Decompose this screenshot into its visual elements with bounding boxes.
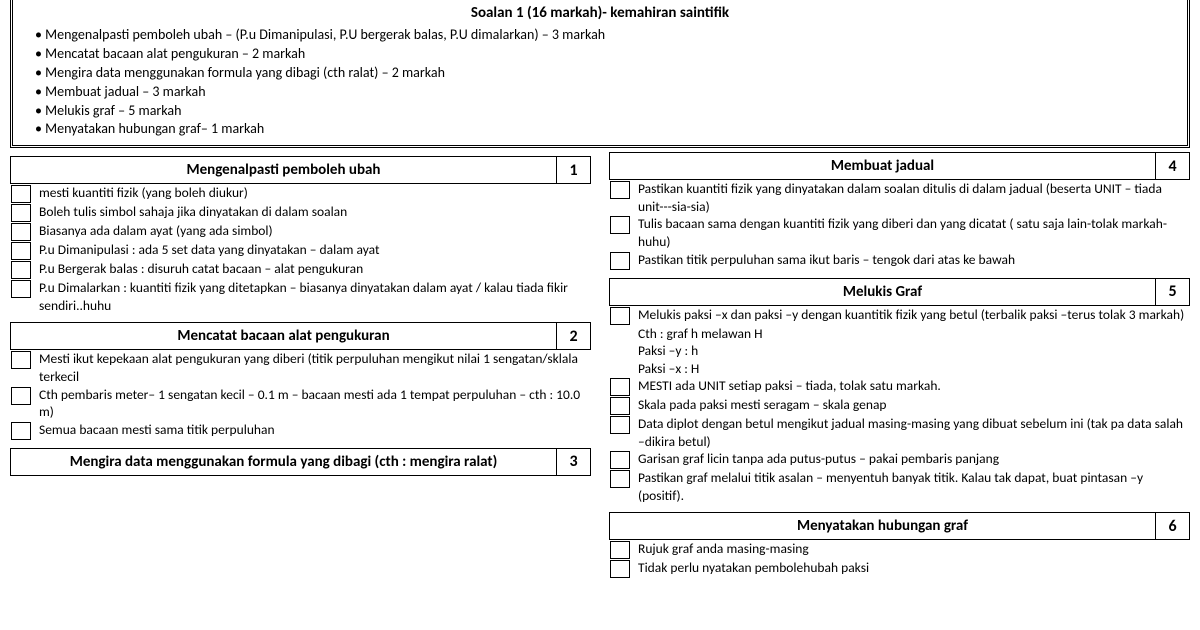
section-number: 5	[1156, 278, 1190, 306]
row-text: Tidak perlu nyatakan pembolehubah paksi	[630, 559, 1190, 577]
checkbox[interactable]	[11, 387, 31, 405]
section-title: Melukis Graf	[609, 278, 1156, 306]
section-5: Melukis Graf 5 Melukis paksi –x dan paks…	[609, 278, 1190, 505]
row-text: mesti kuantiti fizik (yang boleh diukur)	[31, 184, 591, 202]
section-header: Mengira data menggunakan formula yang di…	[10, 448, 591, 476]
worksheet-page: Soalan 1 (16 markah)- kemahiran saintifi…	[0, 0, 1200, 586]
row-text: Boleh tulis simbol sahaja jika dinyataka…	[31, 203, 591, 221]
section-header: Melukis Graf 5	[609, 278, 1190, 306]
row-text: Pastikan graf melalui titik asalan – men…	[630, 469, 1190, 504]
row-text: Cth pembaris meter– 1 sengatan kecil – 0…	[31, 386, 591, 421]
section-1: Mengenalpasti pemboleh ubah 1 mesti kuan…	[10, 156, 591, 314]
checkbox[interactable]	[11, 204, 31, 222]
section-title: Mengenalpasti pemboleh ubah	[10, 156, 557, 184]
section-6: Menyatakan hubungan graf 6 Rujuk graf an…	[609, 512, 1190, 578]
row-text: Melukis paksi –x dan paksi –y dengan kua…	[630, 306, 1190, 324]
section-number: 4	[1156, 152, 1190, 180]
section-2: Mencatat bacaan alat pengukuran 2 Mesti …	[10, 322, 591, 439]
section-body: Melukis paksi –x dan paksi –y dengan kua…	[609, 306, 1190, 505]
header-box: Soalan 1 (16 markah)- kemahiran saintifi…	[10, 0, 1190, 148]
section-number: 2	[557, 322, 591, 350]
checkbox[interactable]	[11, 280, 31, 298]
row-text: P.u Bergerak balas : disuruh catat bacaa…	[31, 260, 591, 278]
section-title: Membuat jadual	[609, 152, 1156, 180]
row-text: Paksi –y : h	[610, 342, 1190, 360]
section-number: 6	[1156, 512, 1190, 540]
row-text: P.u Dimalarkan : kuantiti fizik yang dit…	[31, 279, 591, 314]
checkbox[interactable]	[11, 223, 31, 241]
section-header: Menyatakan hubungan graf 6	[609, 512, 1190, 540]
section-title: Mencatat bacaan alat pengukuran	[10, 322, 557, 350]
section-4: Membuat jadual 4 Pastikan kuantiti fizik…	[609, 152, 1190, 269]
row-text: Skala pada paksi mesti seragam – skala g…	[630, 396, 1190, 414]
row-text: Cth : graf h melawan H	[610, 325, 1190, 343]
row-text: Mesti ikut kepekaan alat pengukuran yang…	[31, 350, 591, 385]
checkbox[interactable]	[610, 378, 630, 396]
checkbox[interactable]	[11, 185, 31, 203]
section-header: Mengenalpasti pemboleh ubah 1	[10, 156, 591, 184]
checkbox[interactable]	[610, 216, 630, 234]
row-text: Garisan graf licin tanpa ada putus-putus…	[630, 450, 1190, 468]
checkbox[interactable]	[610, 541, 630, 559]
section-title: Menyatakan hubungan graf	[609, 512, 1156, 540]
section-number: 3	[557, 448, 591, 476]
bullet-item: Membuat jadual – 3 markah	[31, 83, 1169, 102]
checkbox[interactable]	[610, 307, 630, 325]
section-body: mesti kuantiti fizik (yang boleh diukur)…	[10, 184, 591, 314]
bullet-item: Melukis graf – 5 markah	[31, 102, 1169, 121]
bullet-item: Mengenalpasti pemboleh ubah – (P.u Diman…	[31, 26, 1169, 45]
header-bullets: Mengenalpasti pemboleh ubah – (P.u Diman…	[31, 26, 1169, 139]
section-header: Mencatat bacaan alat pengukuran 2	[10, 322, 591, 350]
section-body: Mesti ikut kepekaan alat pengukuran yang…	[10, 350, 591, 439]
row-text: Data diplot dengan betul mengikut jadual…	[630, 415, 1190, 450]
right-column: Membuat jadual 4 Pastikan kuantiti fizik…	[609, 156, 1190, 586]
section-body: Pastikan kuantiti fizik yang dinyatakan …	[609, 180, 1190, 269]
left-column: Mengenalpasti pemboleh ubah 1 mesti kuan…	[10, 156, 591, 586]
section-number: 1	[557, 156, 591, 184]
section-3: Mengira data menggunakan formula yang di…	[10, 448, 591, 476]
checkbox[interactable]	[610, 397, 630, 415]
section-title: Mengira data menggunakan formula yang di…	[10, 448, 557, 476]
checkbox[interactable]	[11, 422, 31, 440]
checkbox[interactable]	[11, 242, 31, 260]
row-text: P.u Dimanipulasi : ada 5 set data yang d…	[31, 241, 591, 259]
checkbox[interactable]	[610, 560, 630, 578]
row-text: Semua bacaan mesti sama titik perpuluhan	[31, 421, 591, 439]
row-text: Paksi –x : H	[610, 360, 1190, 378]
row-text: MESTI ada UNIT setiap paksi – tiada, tol…	[630, 377, 1190, 395]
row-text: Biasanya ada dalam ayat (yang ada simbol…	[31, 222, 591, 240]
checkbox[interactable]	[11, 261, 31, 279]
row-text: Pastikan kuantiti fizik yang dinyatakan …	[630, 180, 1190, 215]
bullet-item: Menyatakan hubungan graf– 1 markah	[31, 120, 1169, 139]
columns: Mengenalpasti pemboleh ubah 1 mesti kuan…	[10, 156, 1190, 586]
row-text: Rujuk graf anda masing-masing	[630, 540, 1190, 558]
checkbox[interactable]	[610, 416, 630, 434]
checkbox[interactable]	[610, 470, 630, 488]
section-body: Rujuk graf anda masing-masing Tidak perl…	[609, 540, 1190, 578]
checkbox[interactable]	[610, 451, 630, 469]
bullet-item: Mengira data menggunakan formula yang di…	[31, 64, 1169, 83]
checkbox[interactable]	[610, 181, 630, 199]
header-title: Soalan 1 (16 markah)- kemahiran saintifi…	[31, 4, 1169, 22]
row-text: Pastikan titik perpuluhan sama ikut bari…	[630, 251, 1190, 269]
checkbox[interactable]	[610, 252, 630, 270]
section-header: Membuat jadual 4	[609, 152, 1190, 180]
row-text: Tulis bacaan sama dengan kuantiti fizik …	[630, 215, 1190, 250]
bullet-item: Mencatat bacaan alat pengukuran – 2 mark…	[31, 45, 1169, 64]
checkbox[interactable]	[11, 351, 31, 369]
